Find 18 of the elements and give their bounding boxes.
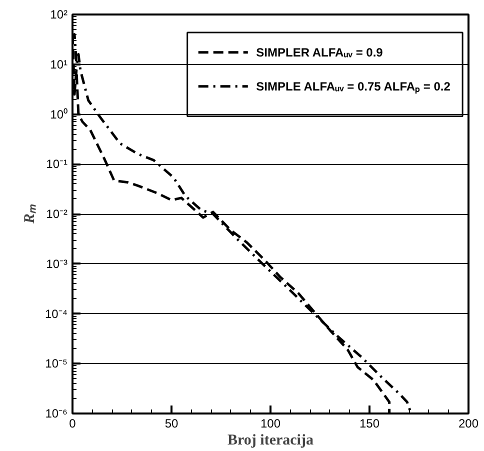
x-tick-label: 100 xyxy=(260,416,281,430)
y-tick-label: 10¹ xyxy=(50,57,68,72)
y-tick-label: 10⁻⁶ xyxy=(45,406,68,420)
x-tick-label: 50 xyxy=(164,416,178,430)
y-tick-label: 10⁻¹ xyxy=(46,157,68,172)
y-tick-label: 10² xyxy=(50,8,68,22)
y-tick-label: 10⁻⁵ xyxy=(45,356,68,371)
y-axis-title: Rₘ xyxy=(22,204,38,224)
x-axis-title: Broj iteracija xyxy=(228,432,314,448)
y-tick-label: 10⁻² xyxy=(46,207,68,221)
x-tick-label: 200 xyxy=(458,416,479,430)
y-tick-label: 10⁻³ xyxy=(46,256,68,271)
x-tick-label: 0 xyxy=(69,416,76,430)
y-tick-label: 10⁰ xyxy=(50,107,68,122)
legend-label: SIMPLE ALFAᵤᵥ = 0.75 ALFAₚ = 0.2 xyxy=(256,79,451,94)
legend-label: SIMPLER ALFAᵤᵥ = 0.9 xyxy=(256,45,384,60)
x-tick-label: 150 xyxy=(359,416,380,430)
y-tick-label: 10⁻⁴ xyxy=(44,306,68,321)
